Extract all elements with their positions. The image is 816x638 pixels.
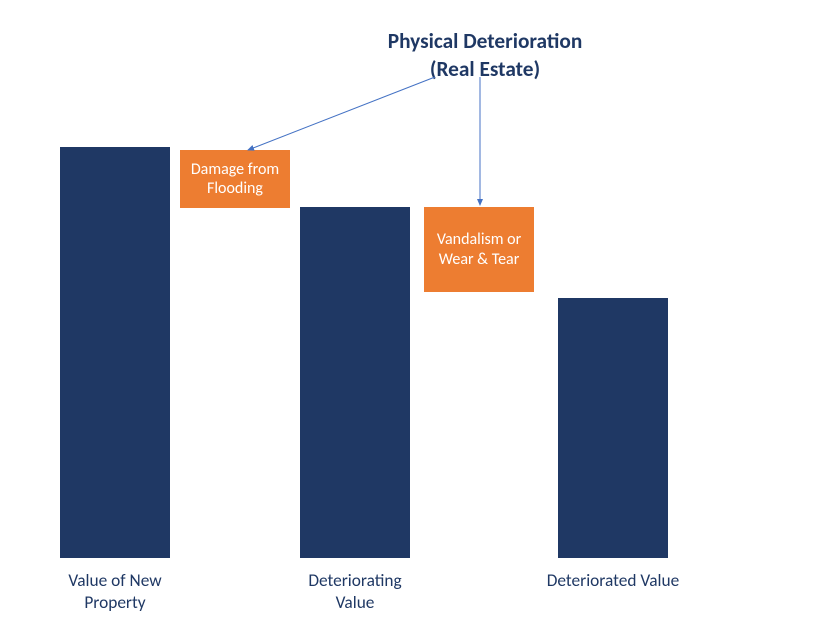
arrow-to-flooding bbox=[248, 77, 435, 150]
axis-label-deteriorating: Deteriorating Value bbox=[275, 570, 435, 613]
diagram-canvas: { "title": { "text": "Physical Deteriora… bbox=[0, 0, 816, 638]
axis-label-deteriorated: Deteriorated Value bbox=[533, 570, 693, 592]
bar-value-new bbox=[60, 147, 170, 558]
cause-vandalism-wear-label: Vandalism or Wear & Tear bbox=[437, 230, 521, 268]
diagram-title: Physical Deterioration (Real Estate) bbox=[370, 28, 600, 83]
bar-deteriorating bbox=[300, 207, 410, 558]
axis-label-value-new: Value of New Property bbox=[35, 570, 195, 613]
cause-vandalism-wear: Vandalism or Wear & Tear bbox=[424, 207, 534, 292]
bar-deteriorated bbox=[558, 298, 668, 558]
cause-damage-flooding-label: Damage from Flooding bbox=[191, 160, 279, 198]
cause-damage-flooding: Damage from Flooding bbox=[180, 150, 290, 208]
